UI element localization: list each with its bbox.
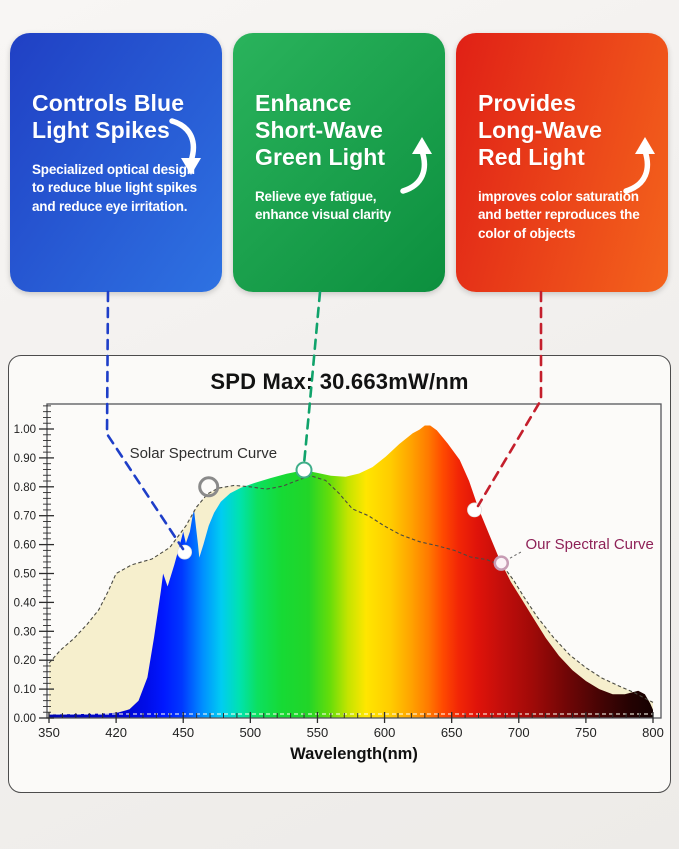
x-tick-label: 450 — [172, 725, 194, 740]
spd-chart-panel: SPD Max: 30.663mW/nm 350 420 450 500 550 600 6… — [8, 355, 671, 793]
x-tick-label: 700 — [508, 725, 530, 740]
up-arrow-icon — [623, 137, 655, 194]
card-description: improves color saturation and better rep… — [478, 188, 640, 241]
x-axis-title: Wavelength(nm) — [290, 745, 418, 763]
our-spectral-area — [49, 425, 653, 718]
feature-card-green-light: Enhance Short-Wave Green Light Relieve e… — [233, 33, 445, 292]
y-tick-label: 0.00 — [14, 713, 36, 725]
card-title-line: Light Spikes — [32, 116, 170, 143]
y-tick-label: 0.50 — [14, 569, 36, 581]
y-tick-label: 0.40 — [14, 597, 36, 609]
red-light-dot — [467, 502, 482, 518]
our-curve-marker — [493, 555, 510, 571]
up-arrow-icon — [400, 137, 432, 194]
x-tick-label: 800 — [642, 725, 664, 740]
solar-curve-marker — [198, 476, 220, 498]
plot-border — [46, 403, 662, 719]
card-title: Controls Blue Light Spikes — [32, 90, 204, 144]
card-title: Enhance Short-Wave Green Light — [255, 90, 427, 171]
solar-curve-label: Solar Spectrum Curve — [130, 445, 278, 462]
card-title-line: Enhance — [255, 90, 352, 116]
y-tick-label: 0.80 — [14, 482, 36, 494]
y-tick-label: 0.30 — [14, 626, 36, 638]
card-title-line: Controls Blue — [32, 90, 185, 116]
x-tick-label: 420 — [105, 725, 127, 740]
card-title-line: Green Light — [255, 143, 386, 170]
y-axis: 0.00 0.10 0.20 0.30 0.40 0.50 0.60 0.70 0.80 0.90… — [14, 405, 54, 725]
x-tick-label: 550 — [307, 725, 329, 740]
card-title-line: Red Light — [478, 143, 585, 170]
y-tick-label: 0.60 — [14, 540, 36, 552]
y-tick-label: 0.70 — [14, 511, 36, 523]
card-title: Provides Long-Wave Red Light — [478, 90, 650, 171]
card-description: Specialized optical design to reduce blu… — [32, 161, 197, 215]
feature-card-blue-light: Controls Blue Light Spikes Specialized o… — [10, 33, 222, 292]
chart-title: SPD Max: 30.663mW/nm — [210, 369, 469, 394]
card-description: Relieve eye fatigue, enhance visual clar… — [255, 188, 391, 223]
card-title-line: Short-Wave — [255, 116, 383, 143]
x-tick-label: 750 — [575, 725, 597, 740]
blue-spike-dot — [177, 544, 193, 560]
y-tick-label: 1.00 — [14, 424, 36, 436]
x-tick-label: 650 — [441, 725, 463, 740]
y-tick-label: 0.90 — [14, 453, 36, 465]
x-tick-label: 350 — [38, 725, 60, 740]
spd-plot: 350 420 450 500 550 600 650 700 750 800 Wavelength… — [14, 403, 664, 763]
x-axis: 350 420 450 500 550 600 650 700 750 800 Wavelength… — [38, 712, 664, 763]
card-title-line: Long-Wave — [478, 116, 602, 143]
card-title-line: Provides — [478, 90, 576, 116]
y-tick-label: 0.10 — [14, 684, 36, 696]
down-arrow-icon — [169, 118, 201, 175]
our-curve-label: Our Spectral Curve — [525, 536, 653, 553]
y-tick-label: 0.20 — [14, 655, 36, 667]
feature-card-red-light: Provides Long-Wave Red Light improves co… — [456, 33, 668, 292]
x-tick-label: 600 — [374, 725, 396, 740]
x-tick-label: 500 — [239, 725, 261, 740]
green-light-dot — [295, 461, 313, 479]
solar-spectrum-outline — [48, 475, 654, 703]
